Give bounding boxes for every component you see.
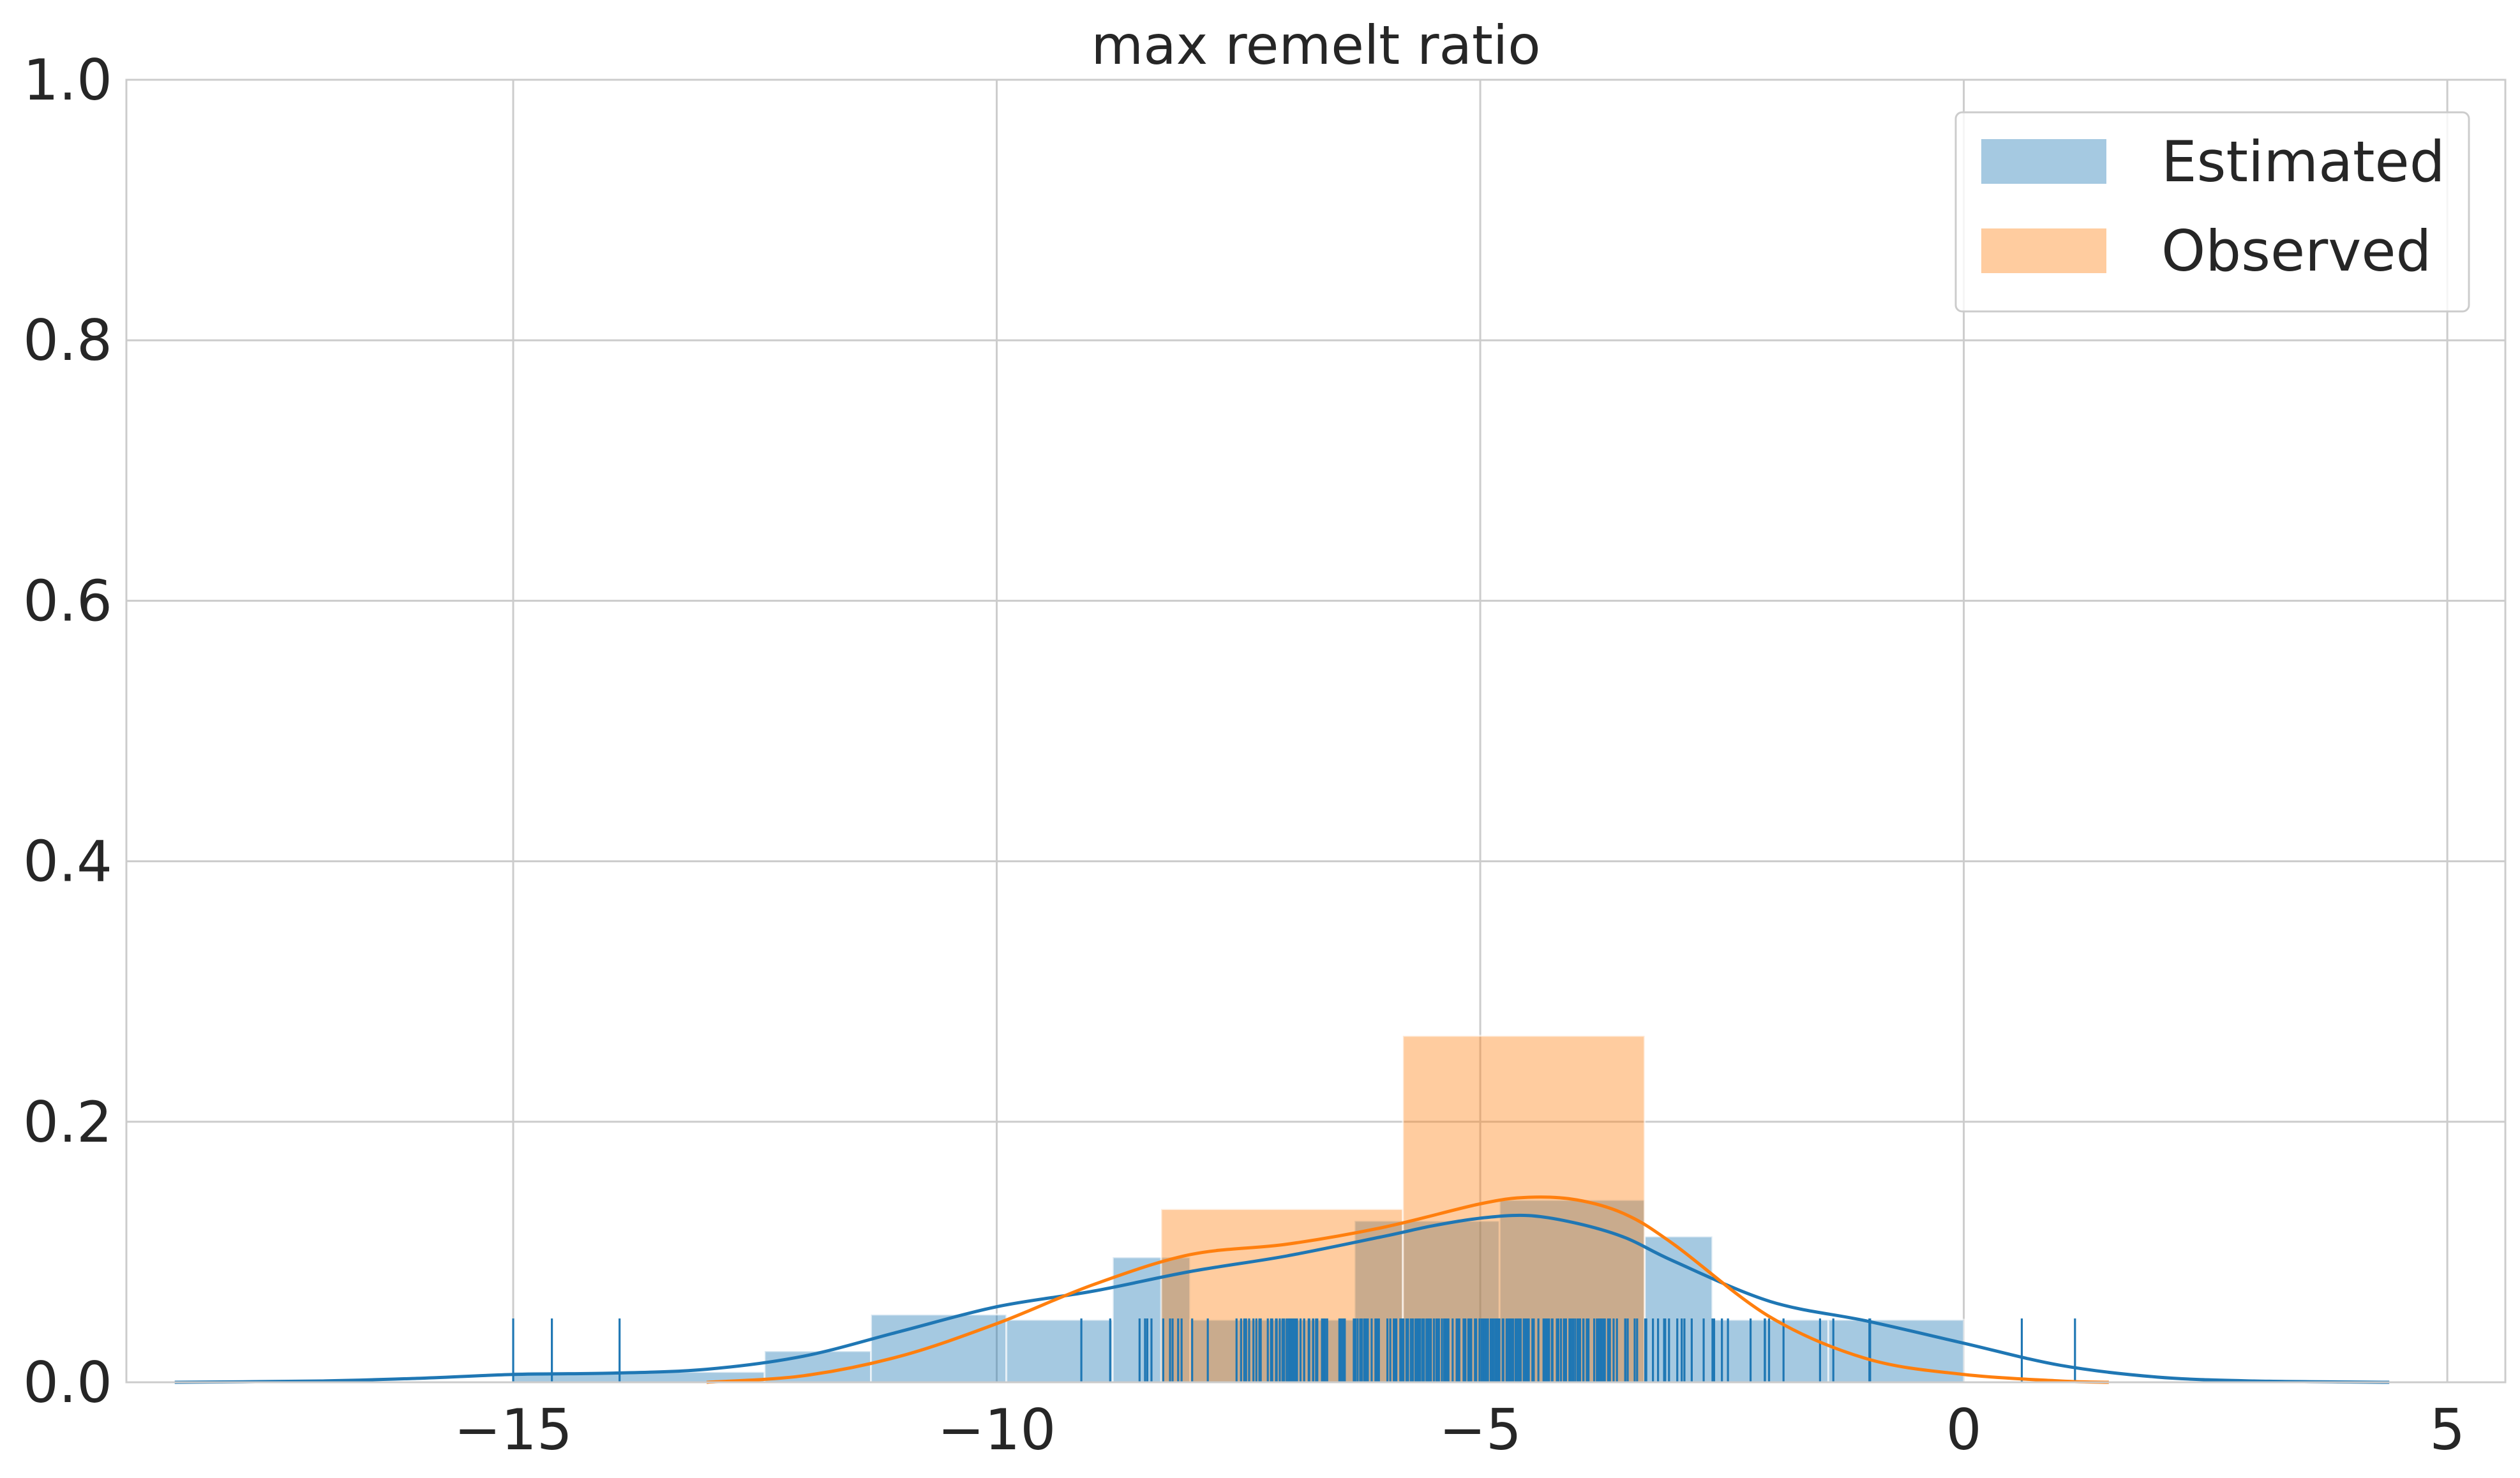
histogram-bars — [512, 1034, 1965, 1384]
x-tick-label: −10 — [938, 1397, 1056, 1463]
axes — [125, 78, 2507, 1384]
tick-labels: −15 −10 −5 0 5 0.0 0.2 0.4 0.6 0.8 1.0 — [23, 47, 2465, 1463]
y-tick-label: 0.6 — [23, 568, 112, 634]
y-tick-label: 1.0 — [23, 47, 112, 113]
estimated-hist-bar — [1005, 1318, 1114, 1384]
rug-ticks — [512, 1318, 2076, 1382]
legend-label-observed: Observed — [2161, 218, 2431, 284]
x-tick-label: −15 — [454, 1397, 573, 1463]
legend-swatch-observed — [1981, 228, 2106, 273]
density-curves — [174, 1195, 2390, 1384]
legend-swatch-estimated — [1981, 139, 2106, 184]
x-tick-label: −5 — [1439, 1397, 1522, 1463]
legend-frame — [1954, 111, 2470, 313]
estimated-kde-line — [174, 1213, 2390, 1384]
estimated-hist-bar — [1711, 1318, 1829, 1384]
plot-frame — [125, 78, 2507, 1384]
chart-title: max remelt ratio — [1091, 14, 1540, 77]
legend: Estimated Observed — [1954, 111, 2470, 313]
x-tick-label: 0 — [1946, 1397, 1982, 1463]
y-tick-label: 0.8 — [23, 308, 112, 373]
estimated-hist-bar — [1644, 1235, 1714, 1384]
y-tick-label: 0.4 — [23, 829, 112, 895]
legend-label-estimated: Estimated — [2161, 129, 2445, 195]
estimated-hist-bar — [870, 1313, 1008, 1384]
y-tick-label: 0.0 — [23, 1350, 112, 1415]
y-tick-label: 0.2 — [23, 1089, 112, 1155]
observed-kde-line — [706, 1195, 2109, 1384]
x-tick-label: 5 — [2429, 1397, 2465, 1463]
